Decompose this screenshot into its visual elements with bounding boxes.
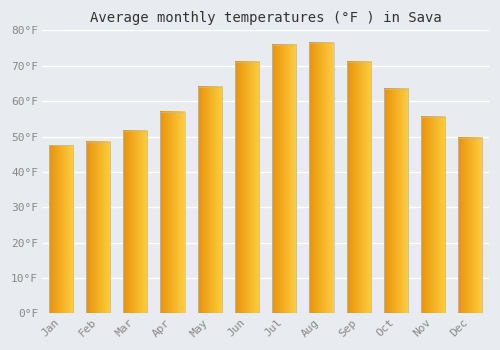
Bar — [421, 117, 445, 313]
Bar — [86, 142, 110, 313]
Bar — [160, 112, 184, 313]
Bar — [346, 62, 370, 313]
Bar — [458, 138, 482, 313]
Bar — [384, 89, 408, 313]
Bar — [49, 145, 73, 313]
Bar — [198, 87, 222, 313]
Title: Average monthly temperatures (°F ) in Sava: Average monthly temperatures (°F ) in Sa… — [90, 11, 442, 25]
Bar — [310, 43, 334, 313]
Bar — [123, 131, 148, 313]
Bar — [272, 44, 296, 313]
Bar — [235, 62, 259, 313]
